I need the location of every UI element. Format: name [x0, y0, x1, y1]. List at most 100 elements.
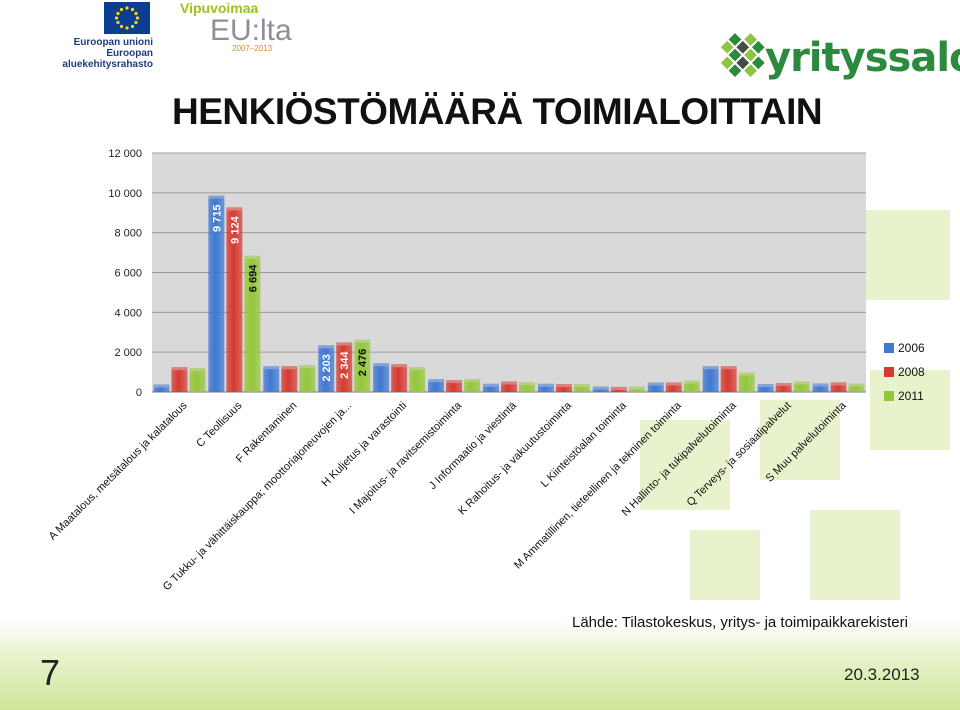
bar-top-2006: [757, 384, 774, 388]
bar-2008: [501, 384, 517, 392]
yrityssalo-logo-text: yrityssalo: [765, 35, 960, 81]
bar-top-2011: [573, 384, 590, 388]
bar-top-2006: [153, 384, 170, 388]
bar-top-2006: [208, 195, 225, 199]
bar-top-2011: [299, 365, 316, 369]
bar-2008: [665, 385, 682, 392]
bar-top-2008: [501, 381, 517, 385]
bar-2006: [812, 386, 829, 392]
bar-top-2008: [555, 384, 572, 388]
bottom-gradient-band: [0, 620, 960, 710]
legend-label: 2008: [898, 365, 925, 379]
bar-top-2011: [793, 381, 810, 385]
bar-2006: [757, 387, 774, 392]
legend-label: 2011: [898, 389, 924, 403]
bar-2011: [299, 368, 316, 392]
bar-top-2011: [683, 380, 700, 384]
y-tick-label: 8 000: [114, 228, 142, 240]
bar-2011: [683, 383, 700, 392]
bar-top-2006: [647, 382, 664, 386]
data-label: 2 203: [321, 354, 333, 382]
bar-2011: [793, 384, 810, 392]
bar-2011: [628, 389, 645, 392]
bar-top-2011: [244, 255, 261, 259]
legend-label: 2006: [898, 341, 925, 355]
x-tick-label: Q Terveys- ja sosiaalipalvelut: [685, 400, 794, 509]
bar-2008: [610, 389, 627, 392]
bar-top-2008: [336, 342, 353, 346]
bar-2008: [281, 369, 298, 392]
bar-top-2011: [354, 339, 371, 343]
bar-top-2006: [592, 386, 609, 390]
x-tick-label: I Majoitus- ja ravitsemistoiminta: [347, 399, 465, 517]
vipuvoimaa-logo: Vipuvoimaa EU:lta 2007–2013: [180, 0, 310, 56]
x-tick-label: A Maatalous, metsätalous ja kalatalous: [47, 399, 190, 542]
bar-top-2008: [226, 207, 243, 211]
bar-2008: [446, 383, 463, 392]
eu-logo-line1: Euroopan unioni: [73, 37, 153, 48]
slide-title: HENKIÖSTÖMÄÄRÄ TOIMIALOITTAIN: [172, 91, 823, 132]
bar-2006: [153, 387, 170, 392]
y-tick-label: 2 000: [114, 347, 142, 359]
data-label: 9 124: [229, 215, 241, 243]
bar-2011: [738, 375, 755, 392]
bar-top-2008: [610, 386, 627, 390]
vipuvoimaa-years-text: 2007–2013: [232, 44, 273, 53]
bar-top-2008: [281, 366, 298, 370]
eu-flag-icon: [104, 2, 150, 34]
data-label: 9 715: [211, 205, 223, 233]
bar-top-2008: [446, 380, 463, 384]
bar-top-2008: [171, 367, 188, 371]
slide-number: 7: [40, 652, 61, 693]
bar-2006: [318, 348, 335, 392]
x-tick-label: G Tukku- ja vähittäiskauppa; moottoriajo…: [161, 400, 355, 594]
x-tick-label: K Rahoitus- ja vakuutustoiminta: [456, 399, 574, 517]
data-label: 2 344: [339, 350, 351, 378]
bar-top-2006: [537, 383, 554, 387]
x-tick-label: C Teollisuus: [194, 399, 245, 450]
bar-2006: [537, 386, 554, 392]
bar-top-2011: [848, 383, 865, 387]
bar-2006: [208, 198, 225, 392]
legend-swatch-2006: [884, 343, 894, 353]
bar-2008: [555, 387, 572, 392]
bar-2006: [373, 366, 390, 392]
bar-top-2011: [189, 368, 206, 372]
bar-top-2008: [830, 382, 847, 386]
bar-top-2006: [428, 379, 445, 383]
bar-2008: [720, 369, 737, 392]
bar-top-2011: [738, 372, 755, 376]
legend-swatch-2008: [884, 367, 894, 377]
data-label: 6 694: [247, 264, 259, 292]
bar-2011: [573, 387, 590, 392]
bar-2008: [226, 210, 243, 392]
vipuvoimaa-top-text: Vipuvoimaa: [180, 0, 259, 16]
slide-date: 20.3.2013: [844, 665, 920, 684]
bar-2008: [775, 386, 792, 392]
bar-2006: [702, 369, 719, 392]
yrityssalo-logo: yrityssalo: [705, 25, 960, 95]
source-note: Lähde: Tilastokeskus, yritys- ja toimipa…: [572, 614, 908, 631]
y-tick-label: 0: [136, 387, 142, 399]
bar-2006: [592, 389, 609, 392]
bar-2006: [263, 369, 280, 392]
bar-2011: [244, 258, 261, 392]
bar-top-2006: [263, 366, 280, 370]
bar-top-2006: [702, 366, 719, 370]
eu-logo-line2: Euroopan aluekehitysrahasto: [62, 48, 153, 70]
vipuvoimaa-main-text: EU:lta: [210, 14, 292, 47]
bar-top-2011: [409, 367, 426, 371]
bar-2011: [409, 370, 426, 392]
bar-2006: [483, 386, 499, 392]
x-tick-label: N Hallinto- ja tukipalvelutoiminta: [620, 399, 740, 519]
eu-logo: Euroopan unioni Euroopan aluekehitysraha…: [18, 2, 158, 70]
x-tick-label: J Informaatio ja viestintä: [427, 399, 520, 492]
bar-top-2008: [665, 382, 682, 386]
bar-top-2006: [373, 363, 390, 367]
bar-top-2006: [483, 383, 499, 387]
bar-2011: [519, 385, 535, 392]
y-tick-label: 10 000: [108, 188, 142, 200]
bar-top-2008: [775, 383, 792, 387]
bar-top-2006: [812, 383, 829, 387]
bar-2008: [391, 367, 408, 392]
